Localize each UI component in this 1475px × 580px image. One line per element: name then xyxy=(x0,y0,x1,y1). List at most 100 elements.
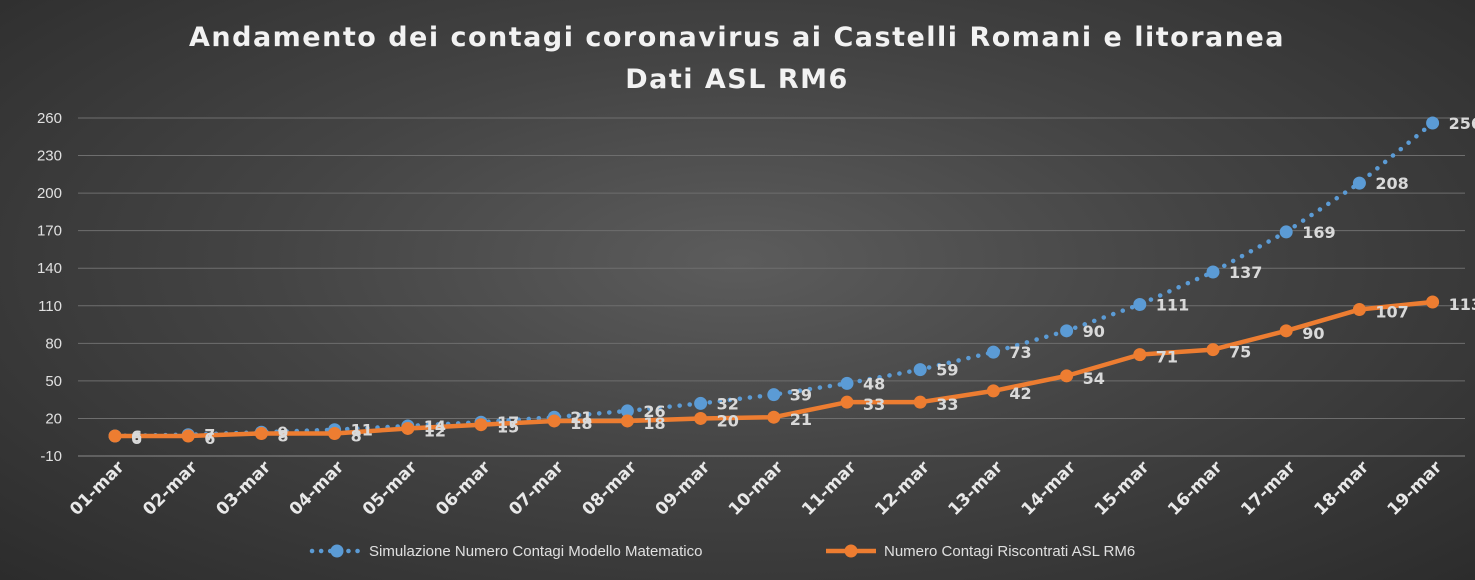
y-tick-label: 20 xyxy=(45,410,62,427)
data-label-simulation: 111 xyxy=(1156,296,1189,315)
point-observed xyxy=(1279,324,1293,338)
data-label-simulation: 256 xyxy=(1449,114,1475,133)
data-label-observed: 107 xyxy=(1375,303,1408,322)
data-label-simulation: 73 xyxy=(1009,343,1031,362)
point-simulation xyxy=(1206,265,1220,279)
data-label-simulation: 26 xyxy=(643,402,665,421)
data-label-simulation: 137 xyxy=(1229,263,1262,282)
legend-label-simulation: Simulazione Numero Contagi Modello Matem… xyxy=(369,543,703,560)
x-tick-label: 11-mar xyxy=(798,457,861,520)
x-tick-label: 15-mar xyxy=(1091,457,1154,520)
data-label-observed: 113 xyxy=(1449,295,1475,314)
data-label-observed: 12 xyxy=(424,421,446,440)
point-observed xyxy=(1352,303,1366,317)
point-observed xyxy=(401,421,415,435)
x-tick-label: 13-mar xyxy=(945,457,1008,520)
data-label-observed: 18 xyxy=(643,414,665,433)
point-observed xyxy=(108,429,122,443)
point-observed xyxy=(840,395,854,409)
x-tick-label: 09-mar xyxy=(652,457,715,520)
x-tick-label: 01-mar xyxy=(66,457,129,520)
point-simulation xyxy=(694,396,708,410)
data-label-simulation: 6 xyxy=(131,427,142,446)
data-label-observed: 90 xyxy=(1302,324,1324,343)
point-simulation xyxy=(1060,324,1074,338)
data-label-simulation: 9 xyxy=(277,423,288,442)
data-label-observed: 6 xyxy=(204,429,215,448)
y-tick-label: 110 xyxy=(38,298,62,315)
point-observed xyxy=(547,414,561,428)
x-tick-label: 19-mar xyxy=(1384,457,1447,520)
point-observed xyxy=(1426,295,1440,309)
y-tick-label: 140 xyxy=(37,260,62,277)
x-tick-label: 17-mar xyxy=(1237,457,1300,520)
point-observed xyxy=(913,395,927,409)
data-label-observed: 6 xyxy=(131,429,142,448)
x-tick-label: 08-mar xyxy=(579,457,642,520)
point-observed xyxy=(474,418,488,432)
data-label-observed: 42 xyxy=(1009,384,1031,403)
data-label-observed: 8 xyxy=(277,426,288,445)
point-simulation xyxy=(1133,298,1147,312)
point-observed xyxy=(254,426,268,440)
point-simulation xyxy=(986,345,1000,359)
legend-label-observed: Numero Contagi Riscontrati ASL RM6 xyxy=(884,543,1135,560)
x-tick-label: 02-mar xyxy=(139,457,202,520)
data-label-observed: 18 xyxy=(570,414,592,433)
point-observed xyxy=(767,410,781,424)
data-label-observed: 20 xyxy=(717,411,739,430)
data-labels-observed: 6 6 8 8 12 15 18 18 20 21 33 33 42 54 71 75 90 107 113 xyxy=(131,295,1475,448)
y-axis: -10 20 50 80 110 140 170 200 230 260 xyxy=(37,110,62,465)
y-tick-label: 200 xyxy=(37,185,62,202)
x-tick-label: 07-mar xyxy=(505,457,568,520)
gridlines xyxy=(78,117,1465,457)
point-observed xyxy=(986,384,1000,398)
x-tick-label: 18-mar xyxy=(1311,457,1374,520)
point-simulation xyxy=(1352,176,1366,190)
data-label-simulation: 59 xyxy=(936,361,958,380)
data-label-observed: 33 xyxy=(936,395,958,414)
chart-subtitle: Dati ASL RM6 xyxy=(625,64,849,95)
point-simulation xyxy=(840,376,854,390)
y-tick-label: 230 xyxy=(37,148,62,165)
data-label-observed: 8 xyxy=(351,426,362,445)
point-simulation xyxy=(620,404,634,418)
x-tick-label: 14-mar xyxy=(1018,457,1081,520)
x-tick-label: 03-mar xyxy=(213,457,276,520)
x-tick-label: 16-mar xyxy=(1164,457,1227,520)
data-label-observed: 71 xyxy=(1156,348,1178,367)
data-label-simulation: 39 xyxy=(790,386,812,405)
data-label-simulation: 32 xyxy=(717,394,739,413)
x-tick-label: 05-mar xyxy=(359,457,422,520)
point-simulation xyxy=(767,388,781,402)
point-observed xyxy=(1133,348,1147,362)
point-observed xyxy=(181,429,195,443)
data-label-simulation: 17 xyxy=(497,413,519,432)
data-label-observed: 54 xyxy=(1083,369,1105,388)
y-tick-label: 80 xyxy=(45,335,62,352)
data-label-simulation: 90 xyxy=(1083,322,1105,341)
point-simulation xyxy=(1426,116,1440,130)
data-label-simulation: 14 xyxy=(424,417,446,436)
legend-marker-observed xyxy=(844,544,858,558)
x-tick-label: 06-mar xyxy=(432,457,495,520)
data-label-simulation: 7 xyxy=(204,426,215,445)
y-tick-label: 260 xyxy=(37,110,62,127)
y-tick-label: -10 xyxy=(40,448,62,465)
point-observed xyxy=(1206,343,1220,357)
point-simulation xyxy=(913,363,927,377)
x-tick-label: 04-mar xyxy=(286,457,349,520)
point-observed xyxy=(620,414,634,428)
data-label-observed: 15 xyxy=(497,418,519,437)
x-axis: 01-mar 02-mar 03-mar 04-mar 05-mar 06-mar 07-m… xyxy=(66,457,1446,520)
point-observed xyxy=(328,426,342,440)
data-label-simulation: 11 xyxy=(351,421,373,440)
y-tick-label: 170 xyxy=(37,223,62,240)
x-tick-label: 10-mar xyxy=(725,457,788,520)
y-tick-label: 50 xyxy=(45,373,62,390)
data-label-simulation: 169 xyxy=(1302,223,1335,242)
legend: Simulazione Numero Contagi Modello Matem… xyxy=(309,543,1135,560)
data-label-observed: 21 xyxy=(790,410,812,429)
